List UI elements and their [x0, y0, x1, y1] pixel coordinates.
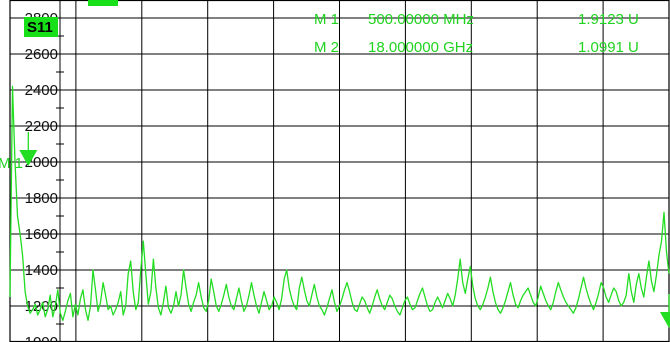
- y-tick-label: 2200: [25, 118, 58, 135]
- trace-label: S11: [27, 19, 53, 36]
- marker-layer: [19, 132, 670, 328]
- marker-2-name: M 2: [314, 39, 339, 56]
- y-tick-label: 2400: [25, 82, 58, 99]
- trace-badge[interactable]: S11: [24, 0, 118, 37]
- marker-1-value: 1.9123 U: [578, 11, 639, 28]
- marker-readout-1: M 1 500.00000 MHz 1.9123 U: [314, 11, 639, 28]
- y-tick-label: 1400: [25, 262, 58, 279]
- trace-line: [9, 85, 670, 322]
- marker-2-triangle: [660, 312, 670, 328]
- marker-2-frequency: 18.000000 GHz: [368, 39, 473, 56]
- marker-1-name: M 1: [314, 11, 339, 28]
- y-tick-label: 2000: [25, 154, 58, 171]
- trace-badge-background: [24, 17, 58, 37]
- marker-readout-2: M 2 18.000000 GHz 1.0991 U: [314, 39, 639, 56]
- trace-tab-indicator: [88, 0, 118, 6]
- marker-2-value: 1.0991 U: [578, 39, 639, 56]
- y-tick-label: 2600: [25, 46, 58, 63]
- marker-1-triangle: [19, 150, 38, 166]
- y-tick-label: 1600: [25, 226, 58, 243]
- trace-series: [9, 85, 670, 322]
- marker-1-flag-label: M 1: [0, 155, 23, 172]
- plot-grid: [9, 0, 670, 342]
- marker-1-frequency: 500.00000 MHz: [368, 11, 474, 28]
- y-tick-label: 1000: [25, 334, 58, 342]
- y-tick-label: 1800: [25, 190, 58, 207]
